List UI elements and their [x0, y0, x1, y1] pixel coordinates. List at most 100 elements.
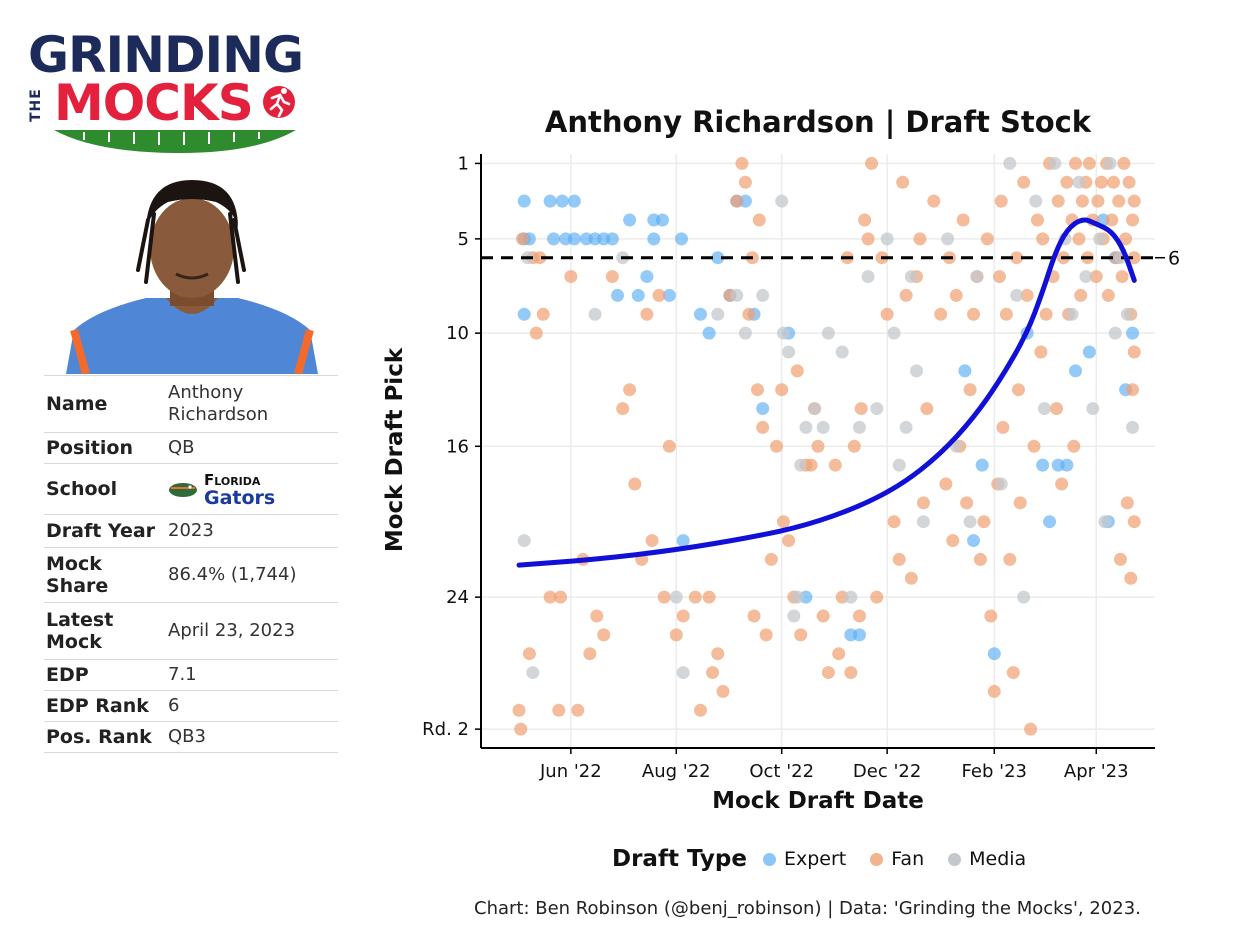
data-point-fan [756, 420, 770, 434]
data-point-expert [623, 213, 637, 227]
data-point-expert [676, 534, 690, 548]
data-point-expert [567, 194, 581, 208]
data-point-fan [1039, 307, 1053, 321]
info-row-draft-year: Draft Year 2023 [44, 514, 338, 547]
data-point-fan [662, 439, 676, 453]
data-point-media [526, 666, 540, 680]
data-point-expert [1043, 515, 1057, 529]
data-point-media [1072, 175, 1086, 189]
y-tick-label: Rd. 2 [422, 719, 469, 740]
y-tick-label: 1 [458, 153, 469, 174]
data-point-fan [927, 194, 941, 208]
data-point-expert [1082, 345, 1096, 359]
info-row-pos-rank: Pos. Rank QB3 [44, 721, 338, 753]
data-point-fan [751, 383, 765, 397]
info-key: EDP Rank [46, 695, 149, 717]
data-point-fan [716, 684, 730, 698]
grinding-the-mocks-logo: GRINDING THE MOCKS [28, 30, 304, 154]
data-point-fan [946, 534, 960, 548]
data-point-expert [662, 288, 676, 302]
data-point-fan [1060, 175, 1074, 189]
data-point-fan [1127, 515, 1141, 529]
data-point-fan [1112, 194, 1126, 208]
data-point-fan [1101, 288, 1115, 302]
data-point-fan [794, 628, 808, 642]
data-point-media [676, 666, 690, 680]
data-point-fan [854, 402, 868, 416]
data-point-expert [702, 326, 716, 340]
data-point-fan [776, 515, 790, 529]
data-point-fan [832, 647, 846, 661]
data-point-fan [730, 194, 744, 208]
data-point-media [963, 515, 977, 529]
data-point-media [904, 270, 918, 284]
data-point-fan [752, 213, 766, 227]
school-name-line2: Gators [204, 487, 276, 509]
data-point-media [1126, 420, 1140, 434]
data-point-fan [828, 458, 842, 472]
data-point-media [588, 307, 602, 321]
data-point-fan [1072, 232, 1086, 246]
data-point-fan [1075, 194, 1089, 208]
data-point-media [1108, 326, 1122, 340]
data-point-fan [1074, 288, 1088, 302]
data-point-media [1093, 232, 1107, 246]
data-point-media [892, 458, 906, 472]
data-point-fan [1006, 666, 1020, 680]
data-point-fan [811, 439, 825, 453]
data-point-expert [605, 232, 619, 246]
info-value: 7.1 [168, 664, 197, 685]
data-point-expert [674, 232, 688, 246]
data-point-fan [870, 590, 884, 604]
data-point-fan [1107, 175, 1121, 189]
data-point-fan [775, 383, 789, 397]
data-point-fan [605, 270, 619, 284]
data-point-fan [956, 213, 970, 227]
x-tick-label: Oct '22 [749, 761, 814, 782]
info-row-edp-rank: EDP Rank 6 [44, 690, 338, 721]
y-tick-label: 16 [446, 436, 469, 457]
x-tick-label: Jun '22 [539, 761, 602, 782]
data-point-expert [517, 307, 531, 321]
data-point-fan [564, 270, 578, 284]
data-point-fan [1013, 496, 1027, 510]
data-point-fan [1034, 345, 1048, 359]
info-key: EDP [46, 664, 89, 686]
info-value: QB3 [168, 726, 206, 747]
data-point-media [910, 364, 924, 378]
runner-icon [263, 86, 295, 118]
info-row-mock-share: Mock Share 86.4% (1,744) [44, 547, 338, 602]
data-point-media [835, 345, 849, 359]
data-point-fan [999, 307, 1013, 321]
data-point-fan [1117, 156, 1131, 170]
data-point-fan [552, 703, 566, 717]
data-point-fan [623, 383, 637, 397]
data-point-fan [1127, 194, 1141, 208]
data-point-fan [1089, 270, 1103, 284]
data-point-fan [669, 628, 683, 642]
data-point-fan [790, 364, 804, 378]
data-point-fan [821, 666, 835, 680]
legend-swatch-fan [870, 852, 884, 866]
data-point-expert [640, 270, 654, 284]
data-point-fan [597, 628, 611, 642]
data-point-media [870, 402, 884, 416]
data-point-fan [645, 534, 659, 548]
legend: Draft Type Expert Fan Media [612, 846, 1040, 872]
data-point-media [1003, 156, 1017, 170]
data-point-expert [1060, 458, 1074, 472]
data-point-media [756, 288, 770, 302]
data-point-fan [1091, 194, 1105, 208]
data-point-media [738, 326, 752, 340]
legend-label: Expert [783, 848, 847, 870]
data-point-media [970, 270, 984, 284]
legend-item-fan: Fan [870, 848, 924, 870]
data-point-fan [571, 703, 585, 717]
data-point-fan [865, 156, 879, 170]
data-point-expert [958, 364, 972, 378]
info-row-edp: EDP 7.1 [44, 659, 338, 690]
info-row-position: Position QB [44, 432, 338, 463]
data-point-fan [1094, 175, 1108, 189]
data-point-fan [616, 402, 630, 416]
info-value: Florida Gators [168, 471, 338, 509]
